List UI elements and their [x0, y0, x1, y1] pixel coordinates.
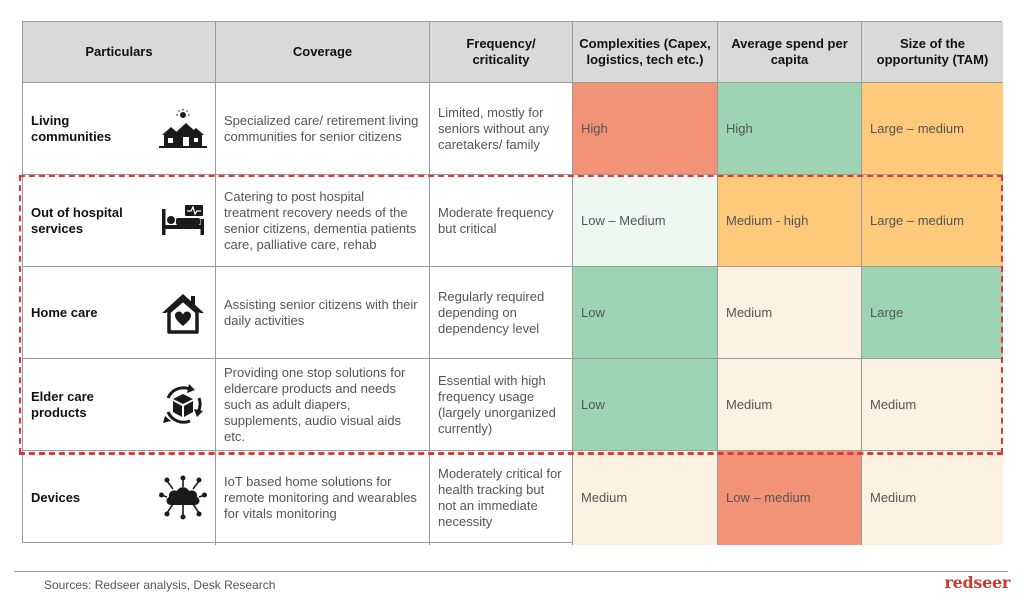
row-particular: Elder care products [23, 359, 216, 451]
header-frequency: Frequency/ criticality [430, 22, 573, 83]
size-cell: Large – medium [862, 83, 1003, 175]
row-particular: Home care [23, 267, 216, 359]
complexity-cell: Low [573, 359, 718, 451]
coverage-cell: IoT based home solutions for remote moni… [216, 451, 430, 545]
header-complexities: Complexities (Capex, logistics, tech etc… [573, 22, 718, 83]
footer-divider [14, 571, 1008, 572]
complexity-cell: Low – Medium [573, 175, 718, 267]
redseer-logo: redseer [944, 573, 1011, 592]
size-cell: Medium [862, 451, 1003, 545]
spend-cell: Medium [718, 359, 862, 451]
size-cell: Large – medium [862, 175, 1003, 267]
home-heart-icon [159, 289, 207, 337]
header-coverage: Coverage [216, 22, 430, 83]
particular-label: Out of hospital services [31, 204, 123, 236]
spend-cell: Medium - high [718, 175, 862, 267]
sources-note: Sources: Redseer analysis, Desk Research [44, 578, 276, 592]
frequency-cell: Limited, mostly for seniors without any … [430, 83, 573, 175]
header-particulars: Particulars [23, 22, 216, 83]
iot-cloud-icon [159, 474, 207, 522]
particular-label: Devices [31, 490, 81, 505]
particular-label: Living communities [31, 112, 112, 144]
coverage-cell: Catering to post hospital treatment reco… [216, 175, 430, 267]
frequency-cell: Moderately critical for health tracking … [430, 451, 573, 545]
coverage-cell: Providing one stop solutions for elderca… [216, 359, 430, 451]
row-particular: Devices [23, 451, 216, 545]
size-cell: Medium [862, 359, 1003, 451]
frequency-cell: Moderate frequency but critical [430, 175, 573, 267]
spend-cell: High [718, 83, 862, 175]
header-spend: Average spend per capita [718, 22, 862, 83]
coverage-cell: Specialized care/ retirement living comm… [216, 83, 430, 175]
frequency-cell: Essential with high frequency usage (lar… [430, 359, 573, 451]
row-particular: Out of hospital services [23, 175, 216, 267]
header-size: Size of the opportunity (TAM) [862, 22, 1003, 83]
hospital-bed-icon [159, 197, 207, 245]
particular-label: Home care [31, 304, 98, 320]
row-particular: Living communities [23, 83, 216, 175]
coverage-cell: Assisting senior citizens with their dai… [216, 267, 430, 359]
frequency-cell: Regularly required depending on dependen… [430, 267, 573, 359]
opportunity-table: Particulars Coverage Frequency/ critical… [22, 21, 1003, 545]
spend-cell: Low – medium [718, 451, 862, 545]
houses-sun-icon [159, 105, 207, 153]
particular-label: Elder care products [31, 388, 94, 420]
spend-cell: Medium [718, 267, 862, 359]
complexity-cell: Low [573, 267, 718, 359]
complexity-cell: Medium [573, 451, 718, 545]
size-cell: Large [862, 267, 1003, 359]
complexity-cell: High [573, 83, 718, 175]
product-cycle-icon [159, 381, 207, 429]
